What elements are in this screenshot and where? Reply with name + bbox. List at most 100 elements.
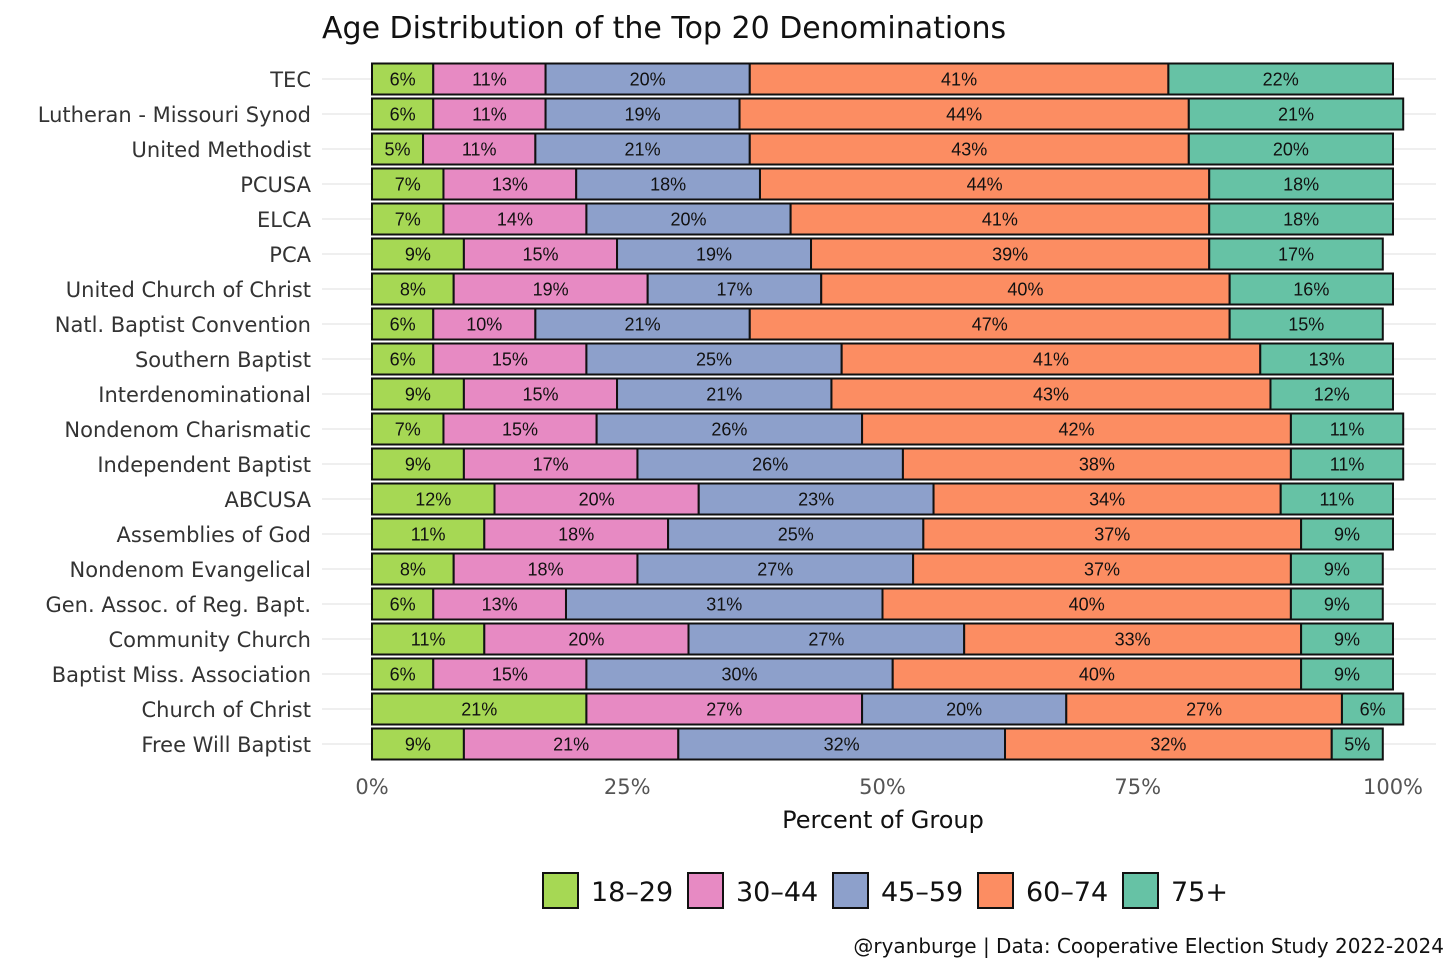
bar-segment bbox=[636, 447, 904, 481]
bar-segment bbox=[371, 552, 455, 586]
bar-segment bbox=[667, 517, 925, 551]
bar-value-label: 18% bbox=[650, 175, 686, 195]
bar-segment bbox=[861, 692, 1068, 726]
bar-value-label: 9% bbox=[1334, 525, 1360, 545]
bars: 6% 11% 20% 41% 22% 6% 11% 19% 44% 21% 5% 11% 21% 43% 2… bbox=[371, 62, 1405, 761]
bar-segment bbox=[462, 237, 619, 271]
bar-value-label: 9% bbox=[405, 385, 431, 405]
bar-value-label: 21% bbox=[625, 315, 661, 335]
bar-segment bbox=[371, 272, 455, 306]
bar-value-label: 7% bbox=[395, 175, 421, 195]
bar-value-label: 11% bbox=[472, 105, 507, 125]
bar-segment bbox=[371, 482, 496, 516]
bar-value-label: 21% bbox=[1278, 105, 1314, 125]
bar-segment bbox=[1228, 307, 1384, 341]
bar-value-label: 27% bbox=[706, 700, 742, 720]
bar-value-label: 13% bbox=[482, 595, 518, 615]
bar-segment bbox=[462, 377, 619, 411]
bar-value-label: 15% bbox=[492, 665, 528, 685]
bar-segment bbox=[544, 97, 741, 131]
category-label: Free Will Baptist bbox=[141, 733, 311, 757]
legend-label: 45–59 bbox=[881, 877, 963, 908]
bar-value-label: 6% bbox=[1360, 700, 1386, 720]
bar-segment bbox=[1300, 517, 1394, 551]
bar-segment bbox=[432, 657, 588, 691]
bar-segment bbox=[564, 587, 884, 621]
bar-value-label: 30% bbox=[722, 665, 758, 685]
bar-segment bbox=[810, 237, 1211, 271]
bar-segment bbox=[1065, 692, 1343, 726]
bar-value-label: 8% bbox=[400, 280, 426, 300]
bar-value-label: 31% bbox=[706, 595, 742, 615]
bar-segment bbox=[1187, 132, 1395, 166]
category-label: Assemblies of God bbox=[116, 523, 311, 547]
bar-value-label: 41% bbox=[982, 210, 1018, 230]
legend-label: 30–44 bbox=[736, 877, 818, 908]
bar-value-label: 7% bbox=[395, 210, 421, 230]
bar-value-label: 11% bbox=[1330, 455, 1365, 475]
bar-segment bbox=[432, 307, 537, 341]
bar-value-label: 11% bbox=[411, 525, 446, 545]
bar-value-label: 18% bbox=[528, 560, 564, 580]
bar-segment bbox=[371, 587, 435, 621]
bar-segment bbox=[1259, 342, 1395, 376]
bar-value-label: 37% bbox=[1084, 560, 1120, 580]
bar-value-label: 41% bbox=[941, 70, 977, 90]
bar-value-label: 5% bbox=[1344, 735, 1370, 755]
bar-segment bbox=[371, 202, 445, 236]
category-label: PCA bbox=[269, 243, 311, 267]
bar-value-label: 39% bbox=[992, 245, 1028, 265]
bar-value-label: 11% bbox=[411, 630, 446, 650]
bar-value-label: 17% bbox=[716, 280, 752, 300]
category-label: Community Church bbox=[108, 628, 311, 652]
bar-value-label: 9% bbox=[1334, 630, 1360, 650]
bar-value-label: 11% bbox=[1330, 420, 1365, 440]
bar-segment bbox=[1208, 237, 1384, 271]
bar-value-label: 7% bbox=[395, 420, 421, 440]
bar-value-label: 9% bbox=[405, 245, 431, 265]
bar-value-label: 21% bbox=[553, 735, 589, 755]
bar-value-label: 17% bbox=[533, 455, 569, 475]
bar-segment bbox=[432, 342, 588, 376]
bar-value-label: 21% bbox=[625, 140, 661, 160]
legend-label: 18–29 bbox=[591, 877, 673, 908]
bar-segment bbox=[1300, 657, 1394, 691]
category-label: United Church of Christ bbox=[66, 278, 311, 302]
bar-value-label: 20% bbox=[630, 70, 666, 90]
bar-value-label: 25% bbox=[696, 350, 732, 370]
bar-value-label: 20% bbox=[568, 630, 604, 650]
bar-value-label: 20% bbox=[579, 490, 615, 510]
bar-value-label: 11% bbox=[1319, 490, 1354, 510]
bar-segment bbox=[452, 272, 649, 306]
bar-value-label: 19% bbox=[696, 245, 732, 265]
bar-value-label: 6% bbox=[390, 70, 416, 90]
bar-segment bbox=[1289, 587, 1384, 621]
bar-segment bbox=[1187, 97, 1405, 131]
bar-value-label: 21% bbox=[461, 700, 497, 720]
bar-segment bbox=[534, 132, 751, 166]
bar-value-label: 15% bbox=[492, 350, 528, 370]
bar-segment bbox=[371, 167, 445, 201]
x-axis-title: Percent of Group bbox=[782, 806, 984, 834]
bar-segment bbox=[442, 412, 598, 446]
category-label: Baptist Miss. Association bbox=[52, 663, 311, 687]
bar-segment bbox=[820, 272, 1231, 306]
bar-value-label: 27% bbox=[1186, 700, 1222, 720]
bar-value-label: 17% bbox=[1278, 245, 1314, 265]
bar-segment bbox=[371, 447, 465, 481]
bar-segment bbox=[452, 552, 639, 586]
bar-value-label: 18% bbox=[1283, 210, 1319, 230]
bar-segment bbox=[881, 587, 1292, 621]
bar-segment bbox=[677, 727, 1007, 761]
bar-segment bbox=[371, 377, 465, 411]
category-label: PCUSA bbox=[240, 173, 311, 197]
bar-value-label: 6% bbox=[390, 595, 416, 615]
category-label: Independent Baptist bbox=[97, 453, 311, 477]
bar-segment bbox=[595, 412, 864, 446]
bar-value-label: 20% bbox=[670, 210, 706, 230]
bar-value-label: 27% bbox=[808, 630, 844, 650]
bar-value-label: 12% bbox=[1314, 385, 1350, 405]
bar-segment bbox=[1340, 692, 1405, 726]
category-label: Lutheran - Missouri Synod bbox=[38, 103, 311, 127]
